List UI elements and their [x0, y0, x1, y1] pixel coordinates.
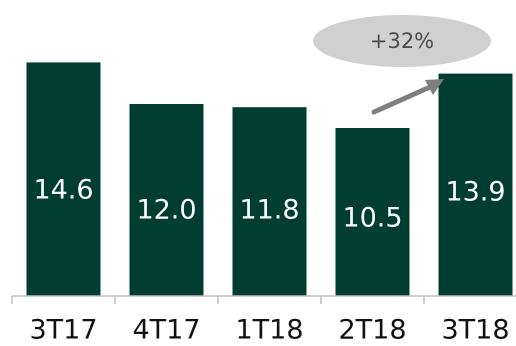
bar-value-label: 14.6	[33, 175, 93, 206]
bar-value-label: 10.5	[342, 203, 402, 234]
bar-value-label: 13.9	[445, 177, 505, 208]
x-ticks-group	[11, 296, 425, 304]
growth-arrow-head	[425, 79, 444, 95]
bar-3t18	[438, 73, 513, 296]
bars-group	[26, 62, 513, 297]
x-tick-label: 3T17	[29, 315, 97, 346]
growth-arrow-shaft	[371, 84, 433, 115]
x-tick-label: 2T18	[338, 315, 406, 346]
x-tick-label: 1T18	[235, 315, 303, 346]
bar-labels-group: 14.6 12.0 11.8 10.5 13.9	[33, 175, 505, 234]
bar-3t17	[26, 62, 101, 297]
x-tick-labels-group: 3T17 4T17 1T18 2T18 3T18	[29, 315, 509, 346]
bar-value-label: 11.8	[239, 195, 299, 226]
growth-label: +32%	[370, 29, 434, 53]
bar-2t18	[335, 128, 410, 296]
growth-bubble	[313, 15, 491, 67]
growth-annotation: +32%	[313, 15, 491, 115]
x-tick-label: 4T17	[132, 315, 200, 346]
bar-1t18	[232, 107, 307, 296]
bar-4t17	[129, 104, 204, 296]
bar-value-label: 12.0	[136, 195, 196, 226]
x-tick-label: 3T18	[441, 315, 509, 346]
